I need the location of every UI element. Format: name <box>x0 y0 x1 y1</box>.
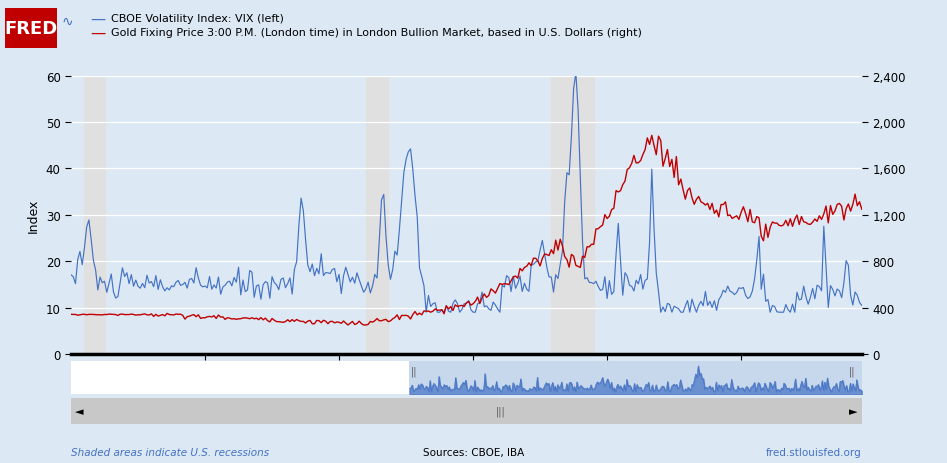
Text: ►: ► <box>849 406 858 416</box>
Text: fred.stlouisfed.org: fred.stlouisfed.org <box>766 447 862 457</box>
Text: |||: ||| <box>495 406 505 416</box>
Text: ||: || <box>849 366 855 376</box>
Text: FRED: FRED <box>4 20 58 38</box>
Text: —: — <box>90 26 105 41</box>
Text: ||: || <box>411 366 418 376</box>
Text: ◄: ◄ <box>75 406 83 416</box>
Text: —: — <box>90 12 105 27</box>
Text: Sources: CBOE, IBA: Sources: CBOE, IBA <box>423 447 524 457</box>
Text: ∿: ∿ <box>62 14 73 28</box>
Y-axis label: Index: Index <box>27 198 40 232</box>
Bar <box>84 76 104 354</box>
Text: Gold Fixing Price 3:00 P.M. (London time) in London Bullion Market, based in U.S: Gold Fixing Price 3:00 P.M. (London time… <box>111 28 642 38</box>
Bar <box>366 76 388 354</box>
Bar <box>551 76 594 354</box>
Text: Shaded areas indicate U.S. recessions: Shaded areas indicate U.S. recessions <box>71 447 269 457</box>
Text: CBOE Volatility Index: VIX (left): CBOE Volatility Index: VIX (left) <box>111 14 284 25</box>
